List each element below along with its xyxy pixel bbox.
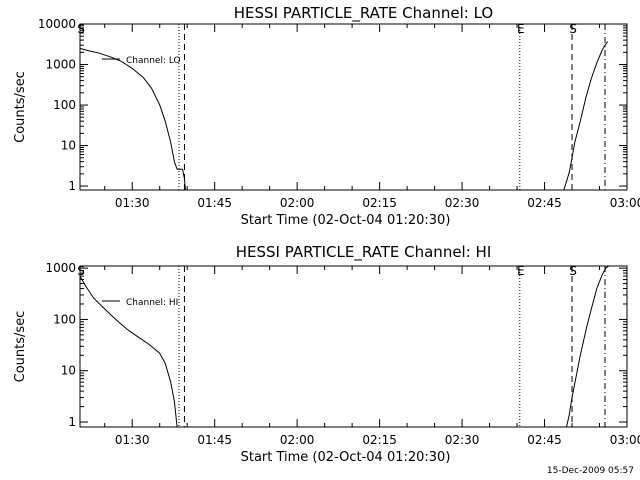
panel-2-frame bbox=[79, 265, 628, 428]
panel-2-xtick-label: 03:00 bbox=[610, 433, 640, 447]
panel-2-xtick-label: 01:30 bbox=[115, 433, 150, 447]
panel-1-ylabel: Counts/sec bbox=[13, 71, 28, 143]
panel-2-marker-label: S bbox=[569, 264, 577, 278]
panel-1-marker-label: S bbox=[77, 22, 85, 36]
panel-2-xtick-label: 02:30 bbox=[445, 433, 480, 447]
panel-1-marker-label: S bbox=[569, 22, 577, 36]
panel-1-legend-label: Channel: LO bbox=[126, 56, 181, 66]
panel-1-ytick-label: 1 bbox=[68, 179, 76, 193]
panel-2-legend-label: Channel: HI bbox=[126, 298, 178, 308]
panel-1-ytick-label: 10000 bbox=[38, 17, 76, 31]
panel-1-xtick-label: 02:45 bbox=[527, 196, 562, 210]
panel-2-marker-label: E bbox=[517, 264, 525, 278]
panel-2-ytick-label: 1000 bbox=[45, 261, 76, 275]
panel-1-ytick-label: 100 bbox=[53, 98, 76, 112]
panel-2-series-segment-2 bbox=[566, 265, 610, 428]
footer-date-stamp: 15-Dec-2009 05:57 bbox=[546, 466, 634, 476]
panel-1-xtick-label: 01:30 bbox=[115, 196, 150, 210]
panel-2-ytick-label: 1 bbox=[68, 415, 76, 429]
panel-2-marker-label: S bbox=[77, 264, 85, 278]
panel-1-xtick-label: 02:15 bbox=[362, 196, 397, 210]
panel-1-xtick-label: 02:30 bbox=[445, 196, 480, 210]
panel-1-ytick-label: 1000 bbox=[45, 58, 76, 72]
panel-1-xtick-label: 01:45 bbox=[197, 196, 232, 210]
panel-1-ytick-label: 10 bbox=[61, 139, 76, 153]
panel-1-series-segment-1 bbox=[79, 47, 186, 191]
panel-1-series-segment-2 bbox=[563, 41, 609, 191]
panel-1-title: HESSI PARTICLE_RATE Channel: LO bbox=[234, 4, 493, 23]
panel-2-xlabel: Start Time (02-Oct-04 01:20:30) bbox=[241, 450, 451, 465]
panel-2-title: HESSI PARTICLE_RATE Channel: HI bbox=[236, 243, 492, 262]
panel-2-ytick-label: 100 bbox=[53, 312, 76, 326]
panel-2-series-segment-1 bbox=[79, 275, 178, 428]
panel-1-xtick-label: 03:00 bbox=[610, 196, 640, 210]
panel-2-xtick-label: 01:45 bbox=[197, 433, 232, 447]
panel-1-frame bbox=[79, 23, 628, 191]
panel-1-marker-label: E bbox=[517, 22, 525, 36]
panel-2-ytick-label: 10 bbox=[61, 364, 76, 378]
panel-2-xtick-label: 02:15 bbox=[362, 433, 397, 447]
panel-2-xtick-label: 02:45 bbox=[527, 433, 562, 447]
panel-2-ylabel: Counts/sec bbox=[13, 311, 28, 383]
panel-1-xlabel: Start Time (02-Oct-04 01:20:30) bbox=[241, 213, 451, 228]
panel-1-xtick-label: 02:00 bbox=[280, 196, 315, 210]
panel-2-xtick-label: 02:00 bbox=[280, 433, 315, 447]
